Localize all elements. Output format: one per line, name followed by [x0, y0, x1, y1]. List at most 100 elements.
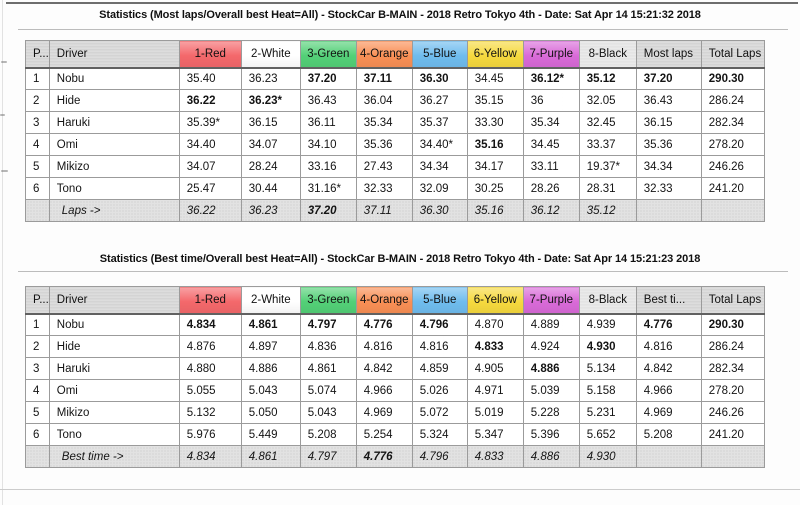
column-header-7-purple: 7-Purple: [522, 40, 580, 69]
heat-cell: 5.449: [240, 423, 301, 446]
heat-cell: 34.07: [240, 133, 301, 156]
heat-cell: 34.17: [466, 155, 524, 178]
heat-cell: 36.27: [411, 89, 468, 112]
heat-cell: 4.859: [411, 357, 468, 380]
column-header-best-ti-: Best ti...: [635, 286, 702, 315]
column-header-6-yellow: 6-Yellow: [466, 286, 524, 315]
heat-cell: 4.886: [240, 357, 301, 380]
title-divider: [18, 271, 788, 272]
heat-cell: 4.930: [578, 335, 637, 358]
scan-bottom-edge-line: [0, 489, 800, 490]
heat-cell: 5.254: [355, 423, 413, 446]
driver-cell: Nobu: [48, 67, 180, 90]
summary-value: 4.776: [355, 445, 413, 468]
heat-cell: 36.22: [178, 89, 242, 112]
heat-cell: 4.924: [522, 335, 580, 358]
driver-cell: Omi: [48, 379, 180, 402]
driver-cell: Nobu: [48, 313, 180, 336]
heat-cell: 4.861: [299, 357, 357, 380]
summary-value: 4.886: [522, 445, 580, 468]
heat-cell: 37.20: [299, 67, 357, 90]
heat-cell: 35.36: [355, 133, 413, 156]
column-header-driver: Driver: [48, 40, 180, 69]
summary-value: 35.16: [466, 199, 524, 222]
heat-cell: 30.44: [240, 177, 301, 200]
column-header-7-purple: 7-Purple: [522, 286, 580, 315]
heat-cell: 34.40*: [411, 133, 468, 156]
summary-value: 4.833: [466, 445, 524, 468]
most-laps-table-container: P... Driver 1-Red 2-White 3-Green 4-Orange 5-B…: [25, 40, 765, 222]
agg-cell: 34.34: [635, 155, 702, 178]
heat-cell: 33.11: [522, 155, 580, 178]
heat-cell: 5.132: [178, 401, 242, 424]
agg-cell: 4.842: [635, 357, 702, 380]
heat-cell: 27.43: [355, 155, 413, 178]
heat-cell: 34.45: [466, 67, 524, 90]
column-header-driver: Driver: [48, 286, 180, 315]
column-header-5-blue: 5-Blue: [411, 40, 468, 69]
heat-cell: 36.15: [240, 111, 301, 134]
agg-cell: 4.966: [635, 379, 702, 402]
summary-row: Best time -> 4.834 4.861 4.797 4.776 4.796 4.8…: [25, 445, 765, 468]
agg-cell: 36.15: [635, 111, 702, 134]
heat-cell: 35.40: [178, 67, 242, 90]
heat-cell: 4.833: [466, 335, 524, 358]
driver-row: 1 Nobu 4.834 4.861 4.797 4.776 4.796 4.870 4.889…: [25, 313, 765, 336]
total-laps-cell: 290.30: [700, 313, 765, 336]
total-laps-cell: 282.34: [700, 357, 765, 380]
total-laps-cell: 286.24: [700, 335, 765, 358]
driver-cell: Mikizo: [48, 155, 180, 178]
heat-cell: 35.15: [466, 89, 524, 112]
summary-value: 4.834: [178, 445, 242, 468]
position-cell: 6: [25, 423, 50, 446]
column-header-2-white: 2-White: [240, 286, 301, 315]
column-header-5-blue: 5-Blue: [411, 286, 468, 315]
driver-row: 2 Hide 4.876 4.897 4.836 4.816 4.816 4.833 4.924…: [25, 335, 765, 358]
header-row: P... Driver 1-Red 2-White 3-Green 4-Orange 5-B…: [25, 40, 765, 69]
position-cell: 3: [25, 111, 50, 134]
driver-row: 3 Haruki 35.39* 36.15 36.11 35.34 35.37 33.30 35…: [25, 111, 765, 134]
heat-cell: 4.797: [299, 313, 357, 336]
heat-cell: 5.976: [178, 423, 242, 446]
heat-cell: 5.347: [466, 423, 524, 446]
driver-row: 5 Mikizo 34.07 28.24 33.16 27.43 34.34 34.17 33.…: [25, 155, 765, 178]
scan-speckle: [1, 170, 8, 172]
heat-cell: 28.26: [522, 177, 580, 200]
heat-cell: 4.836: [299, 335, 357, 358]
scan-speckle: [1, 61, 7, 63]
heat-cell: 28.31: [578, 177, 637, 200]
column-header-2-white: 2-White: [240, 40, 301, 69]
heat-cell: 19.37*: [578, 155, 637, 178]
heat-cell: 25.47: [178, 177, 242, 200]
summary-empty-cell: [700, 445, 765, 468]
driver-cell: Hide: [48, 335, 180, 358]
heat-cell: 36.43: [299, 89, 357, 112]
heat-cell: 5.134: [578, 357, 637, 380]
summary-position-cell: [25, 199, 50, 222]
driver-cell: Haruki: [48, 357, 180, 380]
total-laps-cell: 290.30: [700, 67, 765, 90]
agg-cell: 36.43: [635, 89, 702, 112]
column-header-total-laps: Total Laps: [700, 286, 765, 315]
heat-cell: 4.969: [355, 401, 413, 424]
driver-cell: Omi: [48, 133, 180, 156]
heat-cell: 5.043: [299, 401, 357, 424]
total-laps-cell: 278.20: [700, 133, 765, 156]
heat-cell: 28.24: [240, 155, 301, 178]
heat-cell: 4.876: [178, 335, 242, 358]
heat-cell: 35.39*: [178, 111, 242, 134]
agg-cell: 5.208: [635, 423, 702, 446]
heat-cell: 32.45: [578, 111, 637, 134]
heat-cell: 36.23*: [240, 89, 301, 112]
heat-cell: 5.652: [578, 423, 637, 446]
driver-row: 1 Nobu 35.40 36.23 37.20 37.11 36.30 34.45 36.12…: [25, 67, 765, 90]
column-header-p-: P...: [25, 286, 50, 315]
heat-cell: 5.026: [411, 379, 468, 402]
position-cell: 5: [25, 401, 50, 424]
summary-position-cell: [25, 445, 50, 468]
driver-row: 4 Omi 34.40 34.07 34.10 35.36 34.40* 35.16 34.45…: [25, 133, 765, 156]
heat-cell: 5.074: [299, 379, 357, 402]
header-row: P... Driver 1-Red 2-White 3-Green 4-Orange 5-B…: [25, 286, 765, 315]
scan-top-edge-line: [6, 2, 798, 4]
heat-cell: 5.043: [240, 379, 301, 402]
